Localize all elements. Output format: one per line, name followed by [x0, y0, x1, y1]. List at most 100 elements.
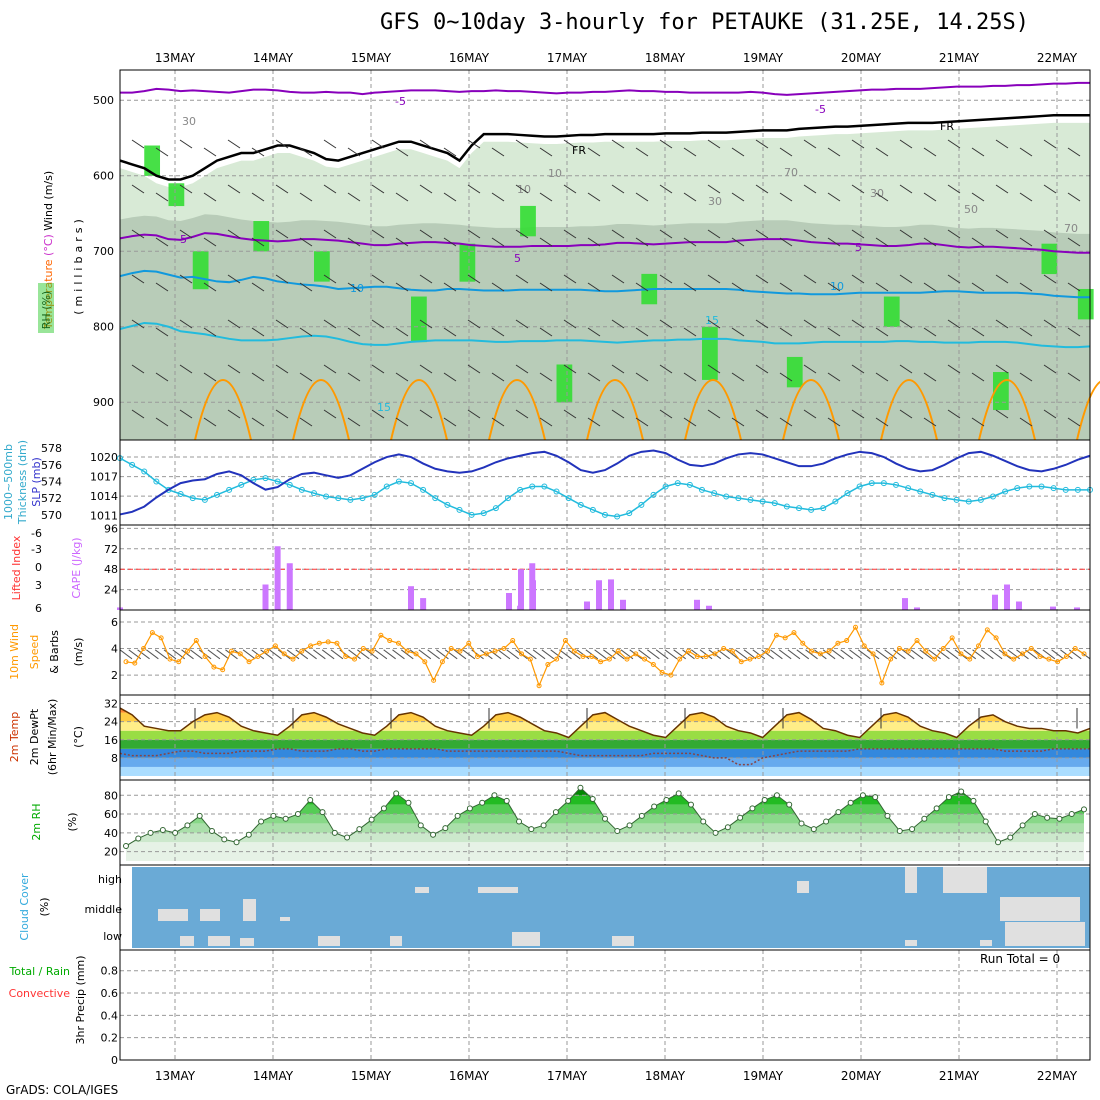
wind-barb-2-35 — [971, 237, 985, 247]
day-label-top-2: 15MAY — [351, 51, 392, 65]
wind-barb-3-11 — [395, 282, 409, 292]
wind-barb-4-31 — [875, 327, 889, 337]
wind-point-9 — [202, 653, 208, 659]
wind-barb-3-14 — [467, 274, 481, 284]
wind-barb-4-23 — [683, 327, 697, 337]
wind-barb-4-34 — [947, 319, 961, 329]
thickness-point-40 — [602, 511, 608, 518]
wind-barb10-42 — [488, 649, 502, 660]
p3-li-tick-4: 6 — [35, 602, 42, 615]
wind-barb-3-22 — [659, 274, 673, 284]
wind-point-94 — [949, 635, 955, 641]
wind-barb10-23 — [321, 649, 335, 660]
p2-label-b: Thickness (dm) — [16, 440, 29, 525]
rh-point-59 — [847, 799, 854, 806]
wind-point-66 — [703, 653, 709, 659]
wind-point-57 — [624, 656, 630, 662]
wind-barb-5-30 — [851, 364, 865, 374]
wind-barb-2-22 — [659, 229, 673, 239]
cape-bar-13 — [274, 546, 281, 610]
p6-label-a-part-0: 2m RH — [30, 803, 43, 840]
wind-barb-6-34 — [947, 409, 961, 419]
day-label-bottom-2: 15MAY — [351, 1069, 392, 1083]
wind-barb-3-24 — [707, 274, 721, 284]
wind-point-14 — [246, 659, 252, 665]
cape-bar-21MAY_b — [1004, 584, 1010, 610]
wind-barb10-61 — [655, 649, 669, 660]
label-15-a: 15 — [705, 314, 719, 327]
wind-barb-4-17 — [539, 327, 553, 337]
wind-point-104 — [1037, 653, 1043, 659]
wind-barb-5-13 — [443, 372, 457, 382]
wind-point-31 — [395, 640, 401, 646]
wind-barb10-16 — [260, 649, 273, 660]
wind-barb-6-39 — [1067, 417, 1081, 427]
label-rh-0: 30 — [182, 115, 196, 128]
label-rh-1: 10 — [548, 167, 562, 180]
wind-barb-5-24 — [707, 364, 721, 374]
wind-barb-3-8 — [323, 274, 337, 284]
wind-barb-2-23 — [683, 237, 697, 247]
wind-barb-5-7 — [299, 372, 313, 382]
wind-barb-6-4 — [227, 409, 241, 419]
wind-barb-6-27 — [779, 417, 793, 427]
thickness-point-37 — [565, 495, 572, 502]
p4-ytick-4: 4 — [111, 643, 118, 656]
p2-slp-tick-1014: 1014 — [90, 490, 118, 503]
wind-barb-2-14 — [467, 229, 481, 239]
wind-barb-4-8 — [323, 319, 337, 329]
wind-point-108 — [1072, 646, 1078, 652]
p6-ytick-60: 60 — [104, 808, 118, 821]
wind-point-97 — [976, 643, 982, 649]
label-rh-2: 10 — [517, 183, 531, 196]
rh-point-37 — [577, 784, 584, 791]
wind-point-78 — [809, 648, 815, 654]
cloud-block-15 — [797, 881, 809, 893]
rh-point-65 — [921, 815, 928, 822]
wind-point-72 — [756, 653, 762, 659]
wind-point-12 — [228, 648, 234, 654]
cloud-block-14 — [478, 887, 518, 893]
rh-point-5 — [184, 822, 191, 829]
wind-barb10-81 — [831, 649, 845, 660]
p4-label-b-part-0: Speed — [28, 635, 41, 669]
p8-label-total: Total / Rain — [8, 965, 70, 978]
rh-point-23 — [405, 799, 412, 806]
wind-barb-6-33 — [923, 417, 937, 427]
wind-barb10-91 — [919, 649, 933, 660]
wind-barb-1-4 — [227, 184, 241, 194]
wind-barb10-31 — [392, 649, 405, 660]
p4-label-c: & Barbs — [48, 630, 61, 674]
wind-barb-3-32 — [899, 274, 913, 284]
thickness-point-21 — [371, 491, 378, 498]
wind-barb-0-10 — [371, 139, 385, 149]
wind-barb-1-19 — [587, 192, 601, 202]
rh-point-27 — [454, 812, 461, 819]
wind-barb-5-21 — [635, 372, 649, 382]
wind-barb10-26 — [348, 649, 361, 660]
warm-arch-1 — [292, 379, 350, 441]
wind-barb-5-27 — [779, 372, 793, 382]
rh-legend-swatch — [38, 283, 54, 333]
rh-point-52 — [761, 796, 768, 803]
thickness-point-22 — [383, 483, 390, 490]
wind-barb10-43 — [497, 649, 511, 660]
wind-barb-4-10 — [371, 319, 385, 329]
wind-barb10-77 — [796, 649, 810, 660]
wind-barb-6-38 — [1043, 409, 1057, 419]
wind-barb10-88 — [893, 649, 906, 660]
p1-ytick-800: 800 — [93, 321, 114, 334]
cape-bar-18MAY_b — [706, 605, 712, 610]
wind-barb-3-16 — [515, 274, 529, 284]
thickness-point-70 — [965, 498, 972, 505]
wind-point-28 — [369, 648, 375, 654]
thickness-point-46 — [674, 480, 681, 487]
wind-point-1 — [132, 660, 138, 666]
wind-point-41 — [483, 651, 489, 657]
p1-label-mb: (millibars) — [72, 215, 85, 315]
cloud-block-13 — [415, 887, 429, 893]
wind-barb-4-26 — [755, 319, 769, 329]
wind-barb-1-37 — [1019, 192, 1033, 202]
temp-band-1 — [120, 757, 1090, 767]
wind-barb-0-24 — [707, 139, 721, 149]
